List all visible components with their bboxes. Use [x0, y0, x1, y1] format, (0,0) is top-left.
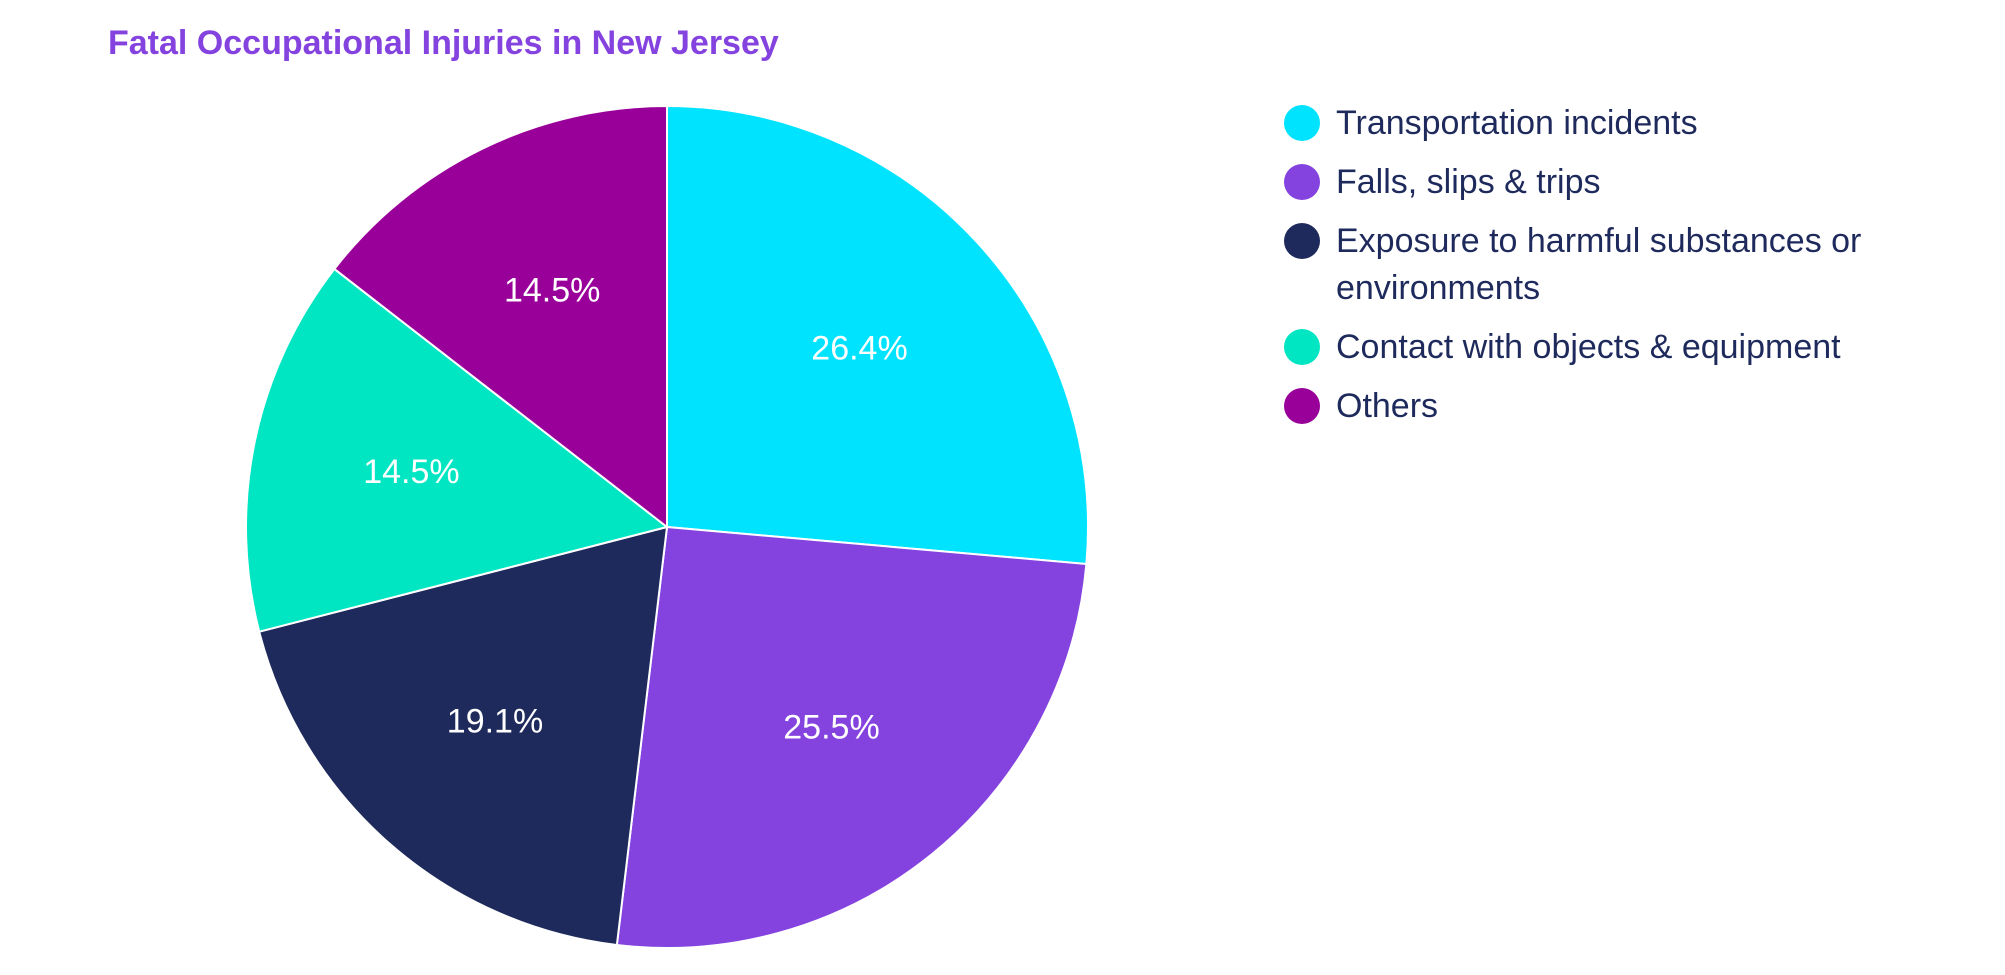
- pie-slice-exposure-to-harmful-substances-or-environments: [258, 525, 669, 947]
- legend-swatch-icon: [1284, 105, 1320, 141]
- pie-slice-contact-with-objects-equipment: [245, 267, 670, 633]
- pie-slice-falls-slips-trips: [615, 525, 1088, 949]
- legend-swatch-icon: [1284, 329, 1320, 365]
- legend-item-transportation-incidents: Transportation incidents: [1284, 100, 1924, 147]
- slice-value-label: 26.4%: [811, 330, 907, 368]
- slice-value-label: 14.5%: [504, 272, 600, 310]
- legend-swatch-icon: [1284, 164, 1320, 200]
- legend-swatch-icon: [1284, 388, 1320, 424]
- pie-slices: [245, 104, 1089, 949]
- legend-item-exposure-to-harmful-substances-or-environments: Exposure to harmful substances or enviro…: [1284, 218, 1924, 312]
- legend-item-others: Others: [1284, 383, 1924, 430]
- legend-label: Others: [1336, 387, 1439, 425]
- slice-value-label: 19.1%: [447, 702, 543, 740]
- legend-item-contact-with-objects-equipment: Contact with objects & equipment: [1284, 324, 1924, 371]
- pie-slice-others: [332, 104, 668, 530]
- legend-swatch-icon: [1284, 223, 1320, 259]
- legend-label: Contact with objects & equipment: [1336, 328, 1841, 366]
- legend-label: Transportation incidents: [1336, 104, 1698, 142]
- slice-value-label: 14.5%: [363, 453, 459, 491]
- pie-slice-labels: 26.4% 25.5% 19.1% 14.5% 14.5%: [363, 272, 908, 747]
- legend-label: Exposure to harmful substances or enviro…: [1336, 222, 1862, 307]
- chart-title: Fatal Occupational Injuries in New Jerse…: [108, 24, 779, 62]
- pie-slice-transportation-incidents: [666, 104, 1089, 566]
- chart-legend: Transportation incidents Falls, slips & t…: [1284, 100, 1924, 442]
- legend-label: Falls, slips & trips: [1336, 163, 1601, 201]
- slice-value-label: 25.5%: [783, 709, 879, 747]
- legend-item-falls-slips-trips: Falls, slips & trips: [1284, 159, 1924, 206]
